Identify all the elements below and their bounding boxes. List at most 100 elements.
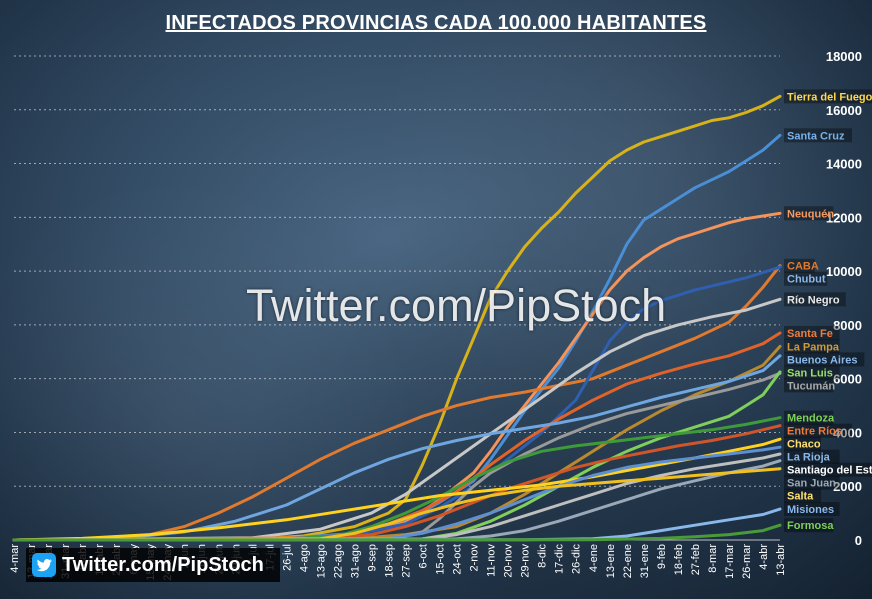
series-label-bg [784, 410, 834, 425]
series-label-bg [784, 436, 821, 451]
x-tick-label: 13-abr [775, 544, 787, 576]
series-line [12, 94, 782, 542]
x-tick-label: 6-oct [418, 544, 430, 568]
series-end-label: Entre Ríos [787, 426, 842, 438]
series-end-label: Neuquén [787, 208, 834, 220]
x-tick-label: 31-ene [639, 544, 651, 578]
x-tick-label: 22-ago [332, 544, 344, 578]
x-tick-label: 9-sep [366, 544, 378, 572]
x-tick-label: 26-dic [571, 544, 583, 574]
series-line [12, 452, 782, 542]
series-label-bg [784, 488, 821, 503]
series-line [12, 211, 782, 542]
series-label-bg [784, 449, 840, 464]
series-line [12, 354, 782, 542]
series-label-bg [784, 339, 840, 354]
series-label-bg [784, 423, 852, 438]
y-tick-label: 2000 [833, 479, 862, 494]
series-line [12, 264, 782, 542]
series-end-label: La Rioja [787, 452, 831, 464]
x-tick-label: 26-mar [741, 544, 753, 579]
x-tick-label: 31-ago [349, 544, 361, 578]
x-tick-label: 13-ene [605, 544, 617, 578]
x-tick-label: 26-jul [281, 544, 293, 571]
x-tick-label: 4-ago [298, 544, 310, 572]
series-end-label: La Pampa [787, 341, 840, 353]
x-tick-label: 29-nov [520, 544, 532, 578]
y-tick-label: 12000 [826, 210, 862, 225]
x-tick-label: 24-oct [452, 544, 464, 575]
series-line [12, 467, 782, 542]
x-tick-label: 27-sep [401, 544, 413, 578]
x-tick-label: 13-ago [315, 544, 327, 578]
y-tick-label: 0 [855, 533, 862, 548]
series-label-bg [784, 365, 840, 380]
series-label-bg [784, 475, 840, 490]
series-end-label: Mendoza [787, 413, 835, 425]
x-tick-label: 2-nov [469, 544, 481, 572]
x-tick-label: 17-mar [724, 544, 736, 579]
handle-text: Twitter.com/PipStoch [62, 553, 264, 576]
series-end-label: CABA [787, 261, 819, 273]
watermark-text: Twitter.com/PipStoch [246, 280, 667, 331]
y-tick-label: 18000 [826, 49, 862, 64]
y-tick-label: 6000 [833, 372, 862, 387]
series-label-bg [784, 518, 834, 533]
series-line [12, 297, 782, 542]
series-end-label: Tucumán [787, 380, 835, 392]
series-line [12, 416, 782, 542]
series-end-label: Salta [787, 491, 814, 503]
series-label-bg [784, 128, 852, 143]
x-tick-label: 4-ene [588, 544, 600, 572]
series-label-bg [784, 378, 834, 393]
chart-title: INFECTADOS PROVINCIAS CADA 100.000 HABIT… [165, 12, 707, 34]
x-tick-label: 18-sep [383, 544, 395, 578]
series-end-label: Río Negro [787, 294, 840, 306]
series-label-bg [784, 89, 872, 104]
series-end-label: Chubut [787, 274, 826, 286]
series-label-bg [784, 206, 834, 221]
handle-badge[interactable]: Twitter.com/PipStoch [26, 548, 280, 582]
series-label-bg [784, 258, 815, 273]
series-end-label: Misiones [787, 504, 834, 516]
x-tick-label: 20-nov [503, 544, 515, 578]
series-label-bg [784, 271, 828, 286]
series-end-label: Chaco [787, 439, 821, 451]
y-tick-label: 14000 [826, 157, 862, 172]
twitter-bird-icon [32, 553, 56, 577]
y-tick-label: 10000 [826, 264, 862, 279]
series-label-bg [784, 292, 846, 307]
y-tick-label: 4000 [833, 425, 862, 440]
series-line [12, 371, 782, 542]
x-tick-label: 8-dic [537, 544, 549, 568]
series-line [12, 445, 782, 542]
x-tick-label: 4-mar [9, 544, 21, 573]
y-tick-label: 16000 [826, 103, 862, 118]
x-tick-label: 4-abr [758, 544, 770, 570]
y-tick-label: 8000 [833, 318, 862, 333]
x-tick-label: 8-mar [707, 544, 719, 573]
series-label-bg [784, 325, 840, 340]
series-end-label: San Luis [787, 367, 833, 379]
series-line [12, 424, 782, 542]
x-tick-label: 17-dic [554, 544, 566, 574]
series-end-label: Formosa [787, 520, 834, 532]
x-tick-label: 11-nov [486, 544, 498, 577]
series-end-label: Santa Cruz [787, 130, 845, 142]
x-tick-label: 22-ene [622, 544, 634, 578]
series-label-bg [784, 502, 840, 517]
x-tick-label: 18-feb [673, 544, 685, 575]
series-line [12, 265, 782, 542]
series-end-label: Santa Fe [787, 328, 833, 340]
series-end-label: Santiago del Estero [787, 465, 872, 477]
series-label-bg [784, 462, 872, 477]
series-end-label: Tierra del Fuego [787, 91, 872, 103]
series-label-bg [784, 352, 865, 367]
x-tick-label: 9-feb [656, 544, 668, 569]
series-end-label: San Juan [787, 478, 836, 490]
x-tick-label: 15-oct [435, 544, 447, 575]
series-line [12, 523, 782, 542]
series-line [12, 344, 782, 542]
series-end-label: Buenos Aires [787, 354, 858, 366]
